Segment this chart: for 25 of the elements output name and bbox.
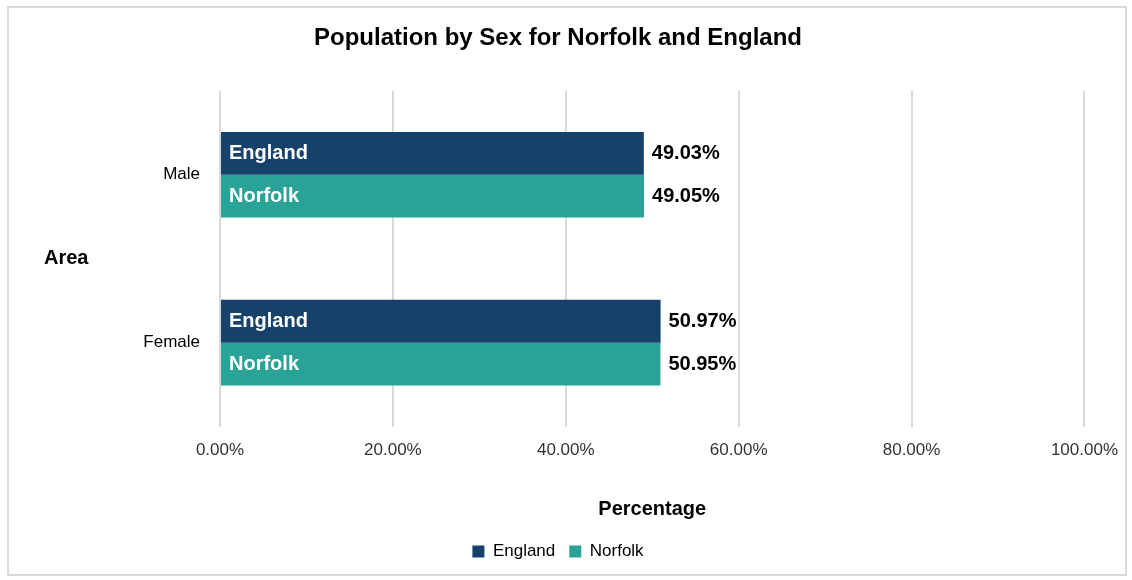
x-axis-title: Percentage — [598, 496, 707, 519]
x-tick-label: 40.00% — [536, 440, 595, 460]
legend-label: Norfolk — [589, 541, 645, 561]
legend-label: England — [492, 541, 556, 561]
text: England — [229, 308, 308, 331]
y-axis-title: Area — [44, 246, 90, 269]
bar — [221, 131, 644, 175]
x-tick-label: 20.00% — [364, 440, 422, 460]
data-label: 49.05% — [652, 183, 721, 206]
data-label: 49.03% — [651, 140, 720, 163]
text: Norfolk — [229, 183, 299, 206]
bar — [221, 174, 645, 218]
data-label: 50.95% — [668, 351, 737, 374]
y-tick-label: Male — [163, 164, 200, 184]
y-tick-label: Female — [143, 332, 200, 352]
chart-title: Population by Sex for Norfolk and England — [313, 23, 803, 51]
x-tick-label: 100.00% — [1050, 440, 1119, 460]
text: England — [229, 140, 308, 163]
x-tick-label: 0.00% — [195, 440, 245, 460]
bar — [221, 342, 661, 386]
text: Norfolk — [229, 351, 299, 374]
x-tick-label: 60.00% — [709, 440, 768, 460]
data-label: 50.97% — [668, 308, 737, 331]
x-tick-label: 80.00% — [882, 440, 941, 460]
bar — [221, 299, 661, 343]
